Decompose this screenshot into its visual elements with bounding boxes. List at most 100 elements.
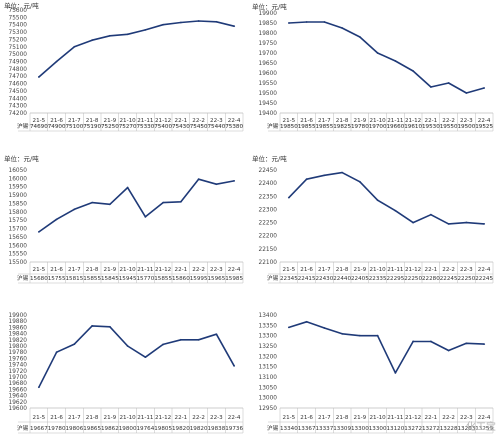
data-value-label: 13259 bbox=[475, 426, 493, 432]
y-tick-label: 13000 bbox=[259, 396, 278, 402]
y-tick-label: 74900 bbox=[9, 60, 28, 66]
x-tick-label: 21-12 bbox=[155, 267, 171, 273]
data-value-label: 22440 bbox=[333, 276, 351, 282]
y-tick-label: 15600 bbox=[9, 243, 28, 249]
y-tick-label: 19850 bbox=[259, 21, 278, 27]
x-tick-label: 22-2 bbox=[192, 415, 205, 421]
x-tick-label: 21-12 bbox=[405, 415, 421, 421]
data-point bbox=[108, 34, 111, 37]
x-tick-label: 22-1 bbox=[175, 118, 188, 124]
x-tick-label: 21-12 bbox=[155, 118, 171, 124]
data-value-label: 22245 bbox=[475, 276, 493, 282]
x-tick-label: 21-7 bbox=[68, 267, 81, 273]
y-tick-label: 22250 bbox=[259, 221, 278, 227]
data-point bbox=[412, 340, 415, 343]
series-line bbox=[288, 171, 485, 225]
y-tick-label: 74600 bbox=[9, 82, 28, 88]
x-tick-label: 21-7 bbox=[318, 415, 331, 421]
data-point bbox=[483, 87, 486, 89]
x-tick-label: 22-4 bbox=[228, 415, 241, 421]
x-tick-label: 21-7 bbox=[68, 415, 81, 421]
data-value-label: 19780 bbox=[351, 124, 369, 130]
x-tick-label: 22-4 bbox=[478, 415, 491, 421]
x-tick-label: 21-9 bbox=[354, 267, 367, 273]
data-value-label: 19525 bbox=[475, 124, 493, 130]
data-value-label: 15985 bbox=[225, 276, 243, 282]
data-value-label: 22245 bbox=[440, 276, 458, 282]
data-value-label: 15680 bbox=[30, 276, 48, 282]
data-point bbox=[91, 201, 94, 204]
data-value-label: 13272 bbox=[422, 426, 440, 432]
y-tick-label: 22300 bbox=[259, 207, 278, 213]
x-tick-label: 21-10 bbox=[369, 267, 386, 273]
x-tick-label: 22-1 bbox=[175, 267, 188, 273]
x-tick-label: 21-12 bbox=[155, 415, 171, 421]
data-point bbox=[179, 338, 182, 341]
data-point bbox=[305, 21, 308, 23]
y-tick-label: 22400 bbox=[259, 181, 278, 187]
data-value-label: 15845 bbox=[101, 276, 119, 282]
data-value-label: 19800 bbox=[119, 426, 137, 432]
data-point bbox=[341, 332, 344, 335]
y-tick-label: 74700 bbox=[9, 74, 28, 80]
x-tick-label: 22-1 bbox=[425, 415, 438, 421]
data-point bbox=[162, 343, 165, 346]
y-tick-label: 15550 bbox=[9, 252, 28, 258]
data-point bbox=[215, 183, 218, 186]
y-tick-label: 74200 bbox=[9, 111, 28, 117]
data-point bbox=[394, 60, 397, 62]
x-tick-label: 21-6 bbox=[300, 267, 313, 273]
data-point bbox=[179, 21, 182, 24]
data-point bbox=[126, 186, 129, 189]
x-tick-label: 21-11 bbox=[387, 118, 404, 124]
data-value-label: 13263 bbox=[457, 426, 475, 432]
table-row-label: 沪锡 bbox=[17, 274, 29, 282]
x-tick-label: 21-10 bbox=[119, 415, 136, 421]
y-tick-label: 13050 bbox=[259, 385, 278, 391]
y-tick-label: 19500 bbox=[259, 91, 278, 97]
data-point bbox=[394, 371, 397, 374]
data-point bbox=[108, 325, 111, 328]
data-value-label: 75430 bbox=[172, 124, 190, 130]
data-value-label: 19825 bbox=[333, 124, 351, 130]
y-tick-label: 19800 bbox=[259, 31, 278, 37]
data-value-label: 13300 bbox=[369, 426, 387, 432]
x-tick-label: 21-6 bbox=[300, 415, 313, 421]
data-point bbox=[483, 343, 486, 346]
data-value-label: 22295 bbox=[386, 276, 404, 282]
data-point bbox=[447, 349, 450, 352]
data-point bbox=[287, 22, 290, 24]
y-tick-label: 15500 bbox=[9, 260, 28, 266]
data-value-label: 22430 bbox=[315, 276, 333, 282]
data-point bbox=[91, 39, 94, 42]
x-tick-label: 22-2 bbox=[442, 267, 455, 273]
y-tick-label: 13150 bbox=[259, 365, 278, 371]
data-point bbox=[287, 196, 290, 199]
data-value-label: 19862 bbox=[101, 426, 119, 432]
y-tick-label: 19720 bbox=[9, 369, 28, 375]
y-tick-label: 19550 bbox=[259, 81, 278, 87]
data-point bbox=[144, 356, 147, 359]
y-tick-label: 19700 bbox=[9, 375, 28, 381]
data-value-label: 15965 bbox=[207, 276, 225, 282]
data-value-label: 75190 bbox=[83, 124, 101, 130]
data-point bbox=[73, 208, 76, 211]
y-tick-label: 75400 bbox=[9, 23, 28, 29]
x-tick-label: 21-8 bbox=[86, 267, 99, 273]
y-tick-label: 19900 bbox=[9, 313, 28, 319]
data-point bbox=[197, 20, 200, 22]
data-point bbox=[358, 334, 361, 337]
data-value-label: 19667 bbox=[30, 426, 48, 432]
x-tick-label: 21-11 bbox=[137, 415, 154, 421]
x-tick-label: 21-10 bbox=[369, 118, 386, 124]
x-tick-label: 22-3 bbox=[210, 267, 223, 273]
y-tick-label: 19640 bbox=[9, 394, 28, 400]
series-line bbox=[38, 178, 235, 233]
y-tick-label: 19880 bbox=[9, 319, 28, 325]
x-tick-label: 21-9 bbox=[104, 118, 117, 124]
series-line bbox=[288, 320, 485, 374]
y-tick-label: 22350 bbox=[259, 194, 278, 200]
data-point bbox=[287, 326, 290, 329]
y-tick-label: 13250 bbox=[259, 344, 278, 350]
data-point bbox=[37, 76, 40, 78]
